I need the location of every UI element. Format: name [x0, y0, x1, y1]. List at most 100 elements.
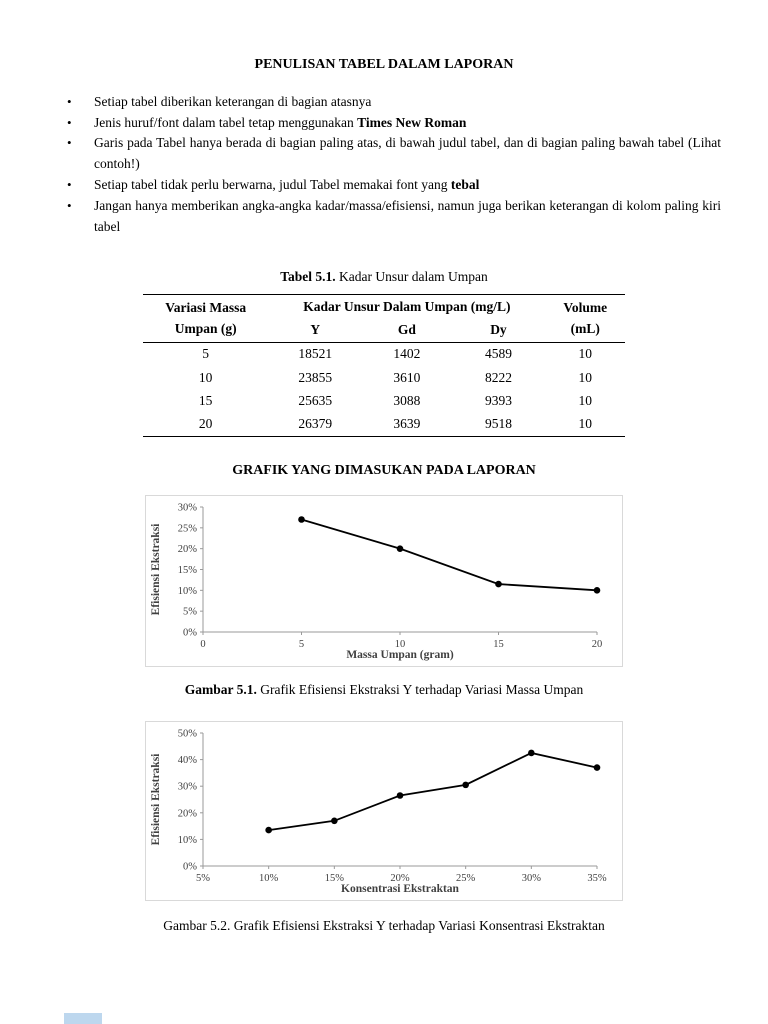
graph-section-title: GRAFIK YANG DIMASUKAN PADA LAPORAN — [232, 462, 536, 478]
chart-efficiency-vs-mass: 0% 5% 10% 15% 20% 25% 30% 0 5 10 15 20 Massa Umpan (… — [146, 496, 622, 666]
y-tick-label: 30% — [178, 781, 198, 792]
x-tick-label: 30% — [522, 873, 542, 884]
line-chart-svg: 0% 5% 10% 15% 20% 25% 30% 0 5 10 15 20 Massa Umpan (… — [150, 503, 603, 662]
x-tick-label: 20 — [592, 639, 603, 650]
y-tick-label: 20% — [178, 545, 198, 556]
bullet-icon: • — [67, 177, 72, 193]
cell-mass: 5 — [202, 346, 210, 362]
table-row: 15 25635 3088 9393 10 — [143, 389, 625, 412]
data-point-marker — [528, 749, 535, 756]
data-point-marker — [462, 781, 469, 788]
cell-gd: 3639 — [393, 416, 421, 432]
cell-y: 25635 — [298, 392, 333, 408]
list-item: • Setiap tabel diberikan keterangan di b… — [67, 92, 721, 113]
col-header-y: Y — [268, 318, 363, 343]
figure-efficiency-vs-mass: 0% 5% 10% 15% 20% 25% 30% 0 5 10 15 20 Massa Umpan (… — [145, 495, 623, 668]
x-tick-label: 20% — [390, 873, 410, 884]
table-header: Variasi Massa Umpan (g) Kadar Unsur Dala… — [143, 294, 625, 343]
cell-mass: 15 — [198, 392, 213, 408]
list-item: • Jangan hanya memberikan angka-angka ka… — [67, 196, 721, 238]
data-point-marker — [265, 826, 272, 834]
y-axis-title: Efisiensi Ekstraksi — [150, 752, 162, 845]
y-tick-label: 10% — [178, 835, 198, 846]
cell-volume: 10 — [578, 392, 592, 408]
data-point-marker — [396, 545, 404, 553]
series-line — [301, 519, 598, 592]
data-point-marker — [331, 817, 338, 824]
x-tick-label: 5 — [299, 639, 304, 650]
y-tick-label: 15% — [178, 565, 198, 576]
figure1-caption-number: Gambar 5.1. — [184, 682, 257, 698]
x-tick-label: 10% — [259, 873, 279, 884]
series-line — [268, 751, 598, 831]
bullet-list: • Setiap tabel diberikan keterangan di b… — [67, 92, 721, 238]
cell-volume: 10 — [578, 369, 592, 385]
cell-dy: 9393 — [484, 392, 512, 408]
document-page: PENULISAN TABEL DALAM LAPORAN • Setiap t… — [0, 57, 768, 933]
y-tick-label: 0% — [183, 628, 197, 639]
bullet-icon: • — [67, 135, 72, 151]
col-header-kadar-span: Kadar Unsur Dalam Umpan (mg/L) — [303, 298, 511, 314]
x-tick-label: 5% — [196, 873, 210, 884]
col-header-gd: Gd — [362, 318, 452, 343]
page-title: PENULISAN TABEL DALAM LAPORAN — [254, 57, 514, 72]
cell-mass: 10 — [198, 369, 213, 385]
x-tick-label: 15% — [325, 873, 345, 884]
col-header-volume: Volume (mL) — [545, 294, 625, 343]
cell-gd: 1402 — [393, 346, 421, 362]
cell-dy: 4589 — [484, 346, 512, 362]
bullet-icon: • — [67, 198, 72, 214]
x-axis-title: Massa Umpan (gram) — [346, 649, 453, 661]
cell-y: 18521 — [298, 346, 333, 362]
y-tick-label: 5% — [183, 607, 197, 618]
data-point-marker — [495, 581, 502, 588]
data-point-marker — [396, 791, 404, 799]
cell-dy: 9518 — [484, 416, 512, 432]
bullet-bold-text: tebal — [450, 177, 480, 193]
x-tick-label: 10 — [395, 639, 406, 650]
table-caption: Tabel 5.1. Kadar Unsur dalam Umpan — [0, 267, 768, 287]
bullet-bold-text: Times New Roman — [357, 114, 467, 130]
list-item: • Garis pada Tabel hanya berada di bagia… — [67, 133, 721, 175]
y-tick-label: 30% — [178, 503, 198, 514]
list-item: • Jenis huruf/font dalam tabel tetap men… — [67, 113, 721, 134]
bullet-text: Jenis huruf/font dalam tabel tetap mengg… — [94, 114, 358, 130]
col-header-dy: Dy — [451, 318, 546, 343]
cell-y: 26379 — [298, 416, 333, 432]
data-point-marker — [298, 516, 305, 524]
line-chart-svg: 0% 10% 20% 30% 40% 50% 5% 10% 15% 20% 25% 30% 35% Kon… — [150, 728, 607, 895]
bullet-text: Setiap tabel diberikan keterangan di bag… — [94, 93, 372, 109]
figure2-caption: Gambar 5.2. Grafik Efisiensi Ekstraksi Y… — [163, 917, 605, 933]
table-row: 5 18521 1402 4589 10 — [143, 342, 625, 366]
y-tick-label: 40% — [178, 755, 198, 766]
y-tick-label: 20% — [178, 808, 198, 819]
next-page-table-fragment — [64, 1013, 102, 1024]
cell-dy: 8222 — [484, 369, 512, 385]
table-caption-number: Tabel 5.1. — [280, 269, 336, 285]
table-caption-text: Kadar Unsur dalam Umpan — [335, 269, 488, 285]
cell-gd: 3088 — [393, 392, 421, 408]
figure-efficiency-vs-concentration: 0% 10% 20% 30% 40% 50% 5% 10% 15% 20% 25% 30% 35% Kon… — [145, 720, 623, 901]
cell-mass: 20 — [198, 416, 213, 432]
bullet-text: Jangan hanya memberikan angka-angka kada… — [94, 198, 721, 235]
bullet-icon: • — [67, 114, 72, 130]
bullet-text: Garis pada Tabel hanya berada di bagian … — [94, 135, 721, 172]
chart-efficiency-vs-concentration: 0% 10% 20% 30% 40% 50% 5% 10% 15% 20% 25% 30% 35% Kon… — [146, 722, 622, 900]
x-tick-label: 15 — [493, 639, 504, 650]
col-header-mass: Variasi Massa Umpan (g) — [143, 294, 269, 343]
cell-y: 23855 — [298, 369, 333, 385]
bullet-text: Setiap tabel tidak perlu berwarna, judul… — [94, 177, 451, 193]
bullet-icon: • — [67, 93, 72, 109]
y-tick-label: 50% — [178, 728, 198, 739]
cell-gd: 3610 — [393, 369, 421, 385]
data-point-marker — [593, 587, 601, 595]
list-item: • Setiap tabel tidak perlu berwarna, jud… — [67, 175, 721, 196]
figure1-caption-text: Grafik Efisiensi Ekstraksi Y terhadap Va… — [256, 682, 584, 698]
y-tick-label: 10% — [178, 586, 198, 597]
x-tick-label: 35% — [587, 873, 607, 884]
cell-volume: 10 — [578, 346, 592, 362]
x-tick-label: 25% — [456, 873, 476, 884]
figure1-caption: Gambar 5.1. Grafik Efisiensi Ekstraksi Y… — [0, 680, 768, 700]
table-row: 10 23855 3610 8222 10 — [143, 366, 625, 389]
cell-volume: 10 — [578, 416, 592, 432]
